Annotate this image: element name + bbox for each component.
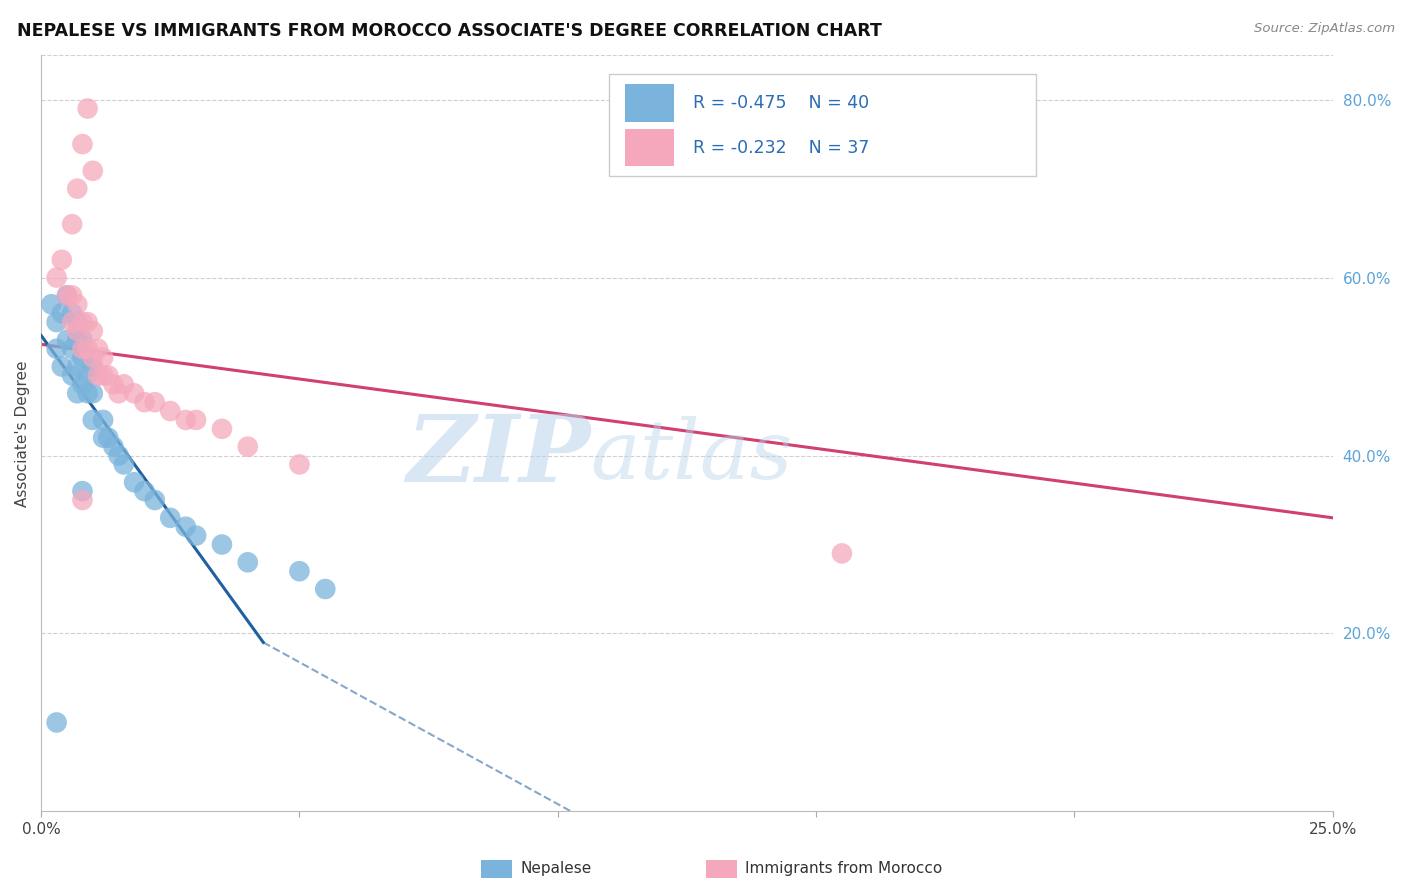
- Y-axis label: Associate's Degree: Associate's Degree: [15, 360, 30, 507]
- Point: [211, 422, 233, 436]
- Point: [236, 555, 259, 569]
- Point: [56, 333, 79, 347]
- Point: [60, 217, 83, 231]
- Point: [122, 475, 145, 490]
- Point: [66, 386, 89, 401]
- Point: [314, 582, 336, 596]
- Point: [174, 413, 197, 427]
- Point: [236, 440, 259, 454]
- Point: [66, 359, 89, 374]
- Point: [82, 163, 104, 178]
- Point: [60, 288, 83, 302]
- Point: [45, 270, 67, 285]
- Point: [134, 484, 156, 499]
- Point: [76, 368, 98, 383]
- Point: [184, 413, 207, 427]
- Text: atlas: atlas: [591, 416, 793, 496]
- Point: [51, 359, 73, 374]
- Point: [91, 368, 114, 383]
- Text: Nepalese: Nepalese: [520, 862, 592, 876]
- Point: [66, 315, 89, 329]
- Point: [72, 493, 94, 508]
- Point: [159, 404, 181, 418]
- Point: [184, 528, 207, 542]
- Point: [51, 252, 73, 267]
- Point: [107, 449, 129, 463]
- Point: [72, 333, 94, 347]
- Point: [76, 386, 98, 401]
- Point: [60, 306, 83, 320]
- Point: [112, 377, 135, 392]
- Point: [76, 102, 98, 116]
- Point: [103, 440, 125, 454]
- Point: [82, 351, 104, 365]
- Point: [288, 458, 311, 472]
- FancyBboxPatch shape: [609, 74, 1036, 176]
- Point: [143, 395, 166, 409]
- Point: [87, 368, 110, 383]
- Point: [91, 413, 114, 427]
- Point: [122, 386, 145, 401]
- Point: [82, 413, 104, 427]
- Point: [82, 386, 104, 401]
- Point: [91, 431, 114, 445]
- Point: [134, 395, 156, 409]
- Point: [174, 519, 197, 533]
- Point: [51, 306, 73, 320]
- Point: [103, 377, 125, 392]
- Point: [288, 564, 311, 578]
- Point: [72, 351, 94, 365]
- Point: [831, 546, 853, 560]
- Point: [97, 431, 120, 445]
- Point: [72, 315, 94, 329]
- Point: [66, 324, 89, 338]
- Point: [60, 315, 83, 329]
- Point: [72, 137, 94, 152]
- Point: [91, 351, 114, 365]
- Point: [56, 288, 79, 302]
- Point: [107, 386, 129, 401]
- Point: [143, 493, 166, 508]
- Point: [60, 368, 83, 383]
- Point: [82, 359, 104, 374]
- Text: R = -0.232    N = 37: R = -0.232 N = 37: [693, 138, 870, 157]
- Point: [97, 368, 120, 383]
- Point: [159, 511, 181, 525]
- Point: [56, 288, 79, 302]
- Text: R = -0.475    N = 40: R = -0.475 N = 40: [693, 94, 869, 112]
- Point: [76, 315, 98, 329]
- Bar: [624, 128, 673, 167]
- Point: [45, 315, 67, 329]
- Point: [60, 342, 83, 356]
- Bar: [624, 84, 673, 121]
- Text: Source: ZipAtlas.com: Source: ZipAtlas.com: [1254, 22, 1395, 36]
- Point: [41, 297, 63, 311]
- Point: [66, 297, 89, 311]
- Point: [112, 458, 135, 472]
- Point: [72, 377, 94, 392]
- Point: [82, 324, 104, 338]
- Point: [76, 342, 98, 356]
- Point: [87, 342, 110, 356]
- Point: [66, 333, 89, 347]
- Point: [72, 484, 94, 499]
- Point: [211, 537, 233, 551]
- Point: [45, 715, 67, 730]
- Text: Immigrants from Morocco: Immigrants from Morocco: [745, 862, 942, 876]
- Point: [72, 342, 94, 356]
- Point: [66, 181, 89, 195]
- Point: [45, 342, 67, 356]
- Text: ZIP: ZIP: [406, 411, 591, 501]
- Text: NEPALESE VS IMMIGRANTS FROM MOROCCO ASSOCIATE'S DEGREE CORRELATION CHART: NEPALESE VS IMMIGRANTS FROM MOROCCO ASSO…: [17, 22, 882, 40]
